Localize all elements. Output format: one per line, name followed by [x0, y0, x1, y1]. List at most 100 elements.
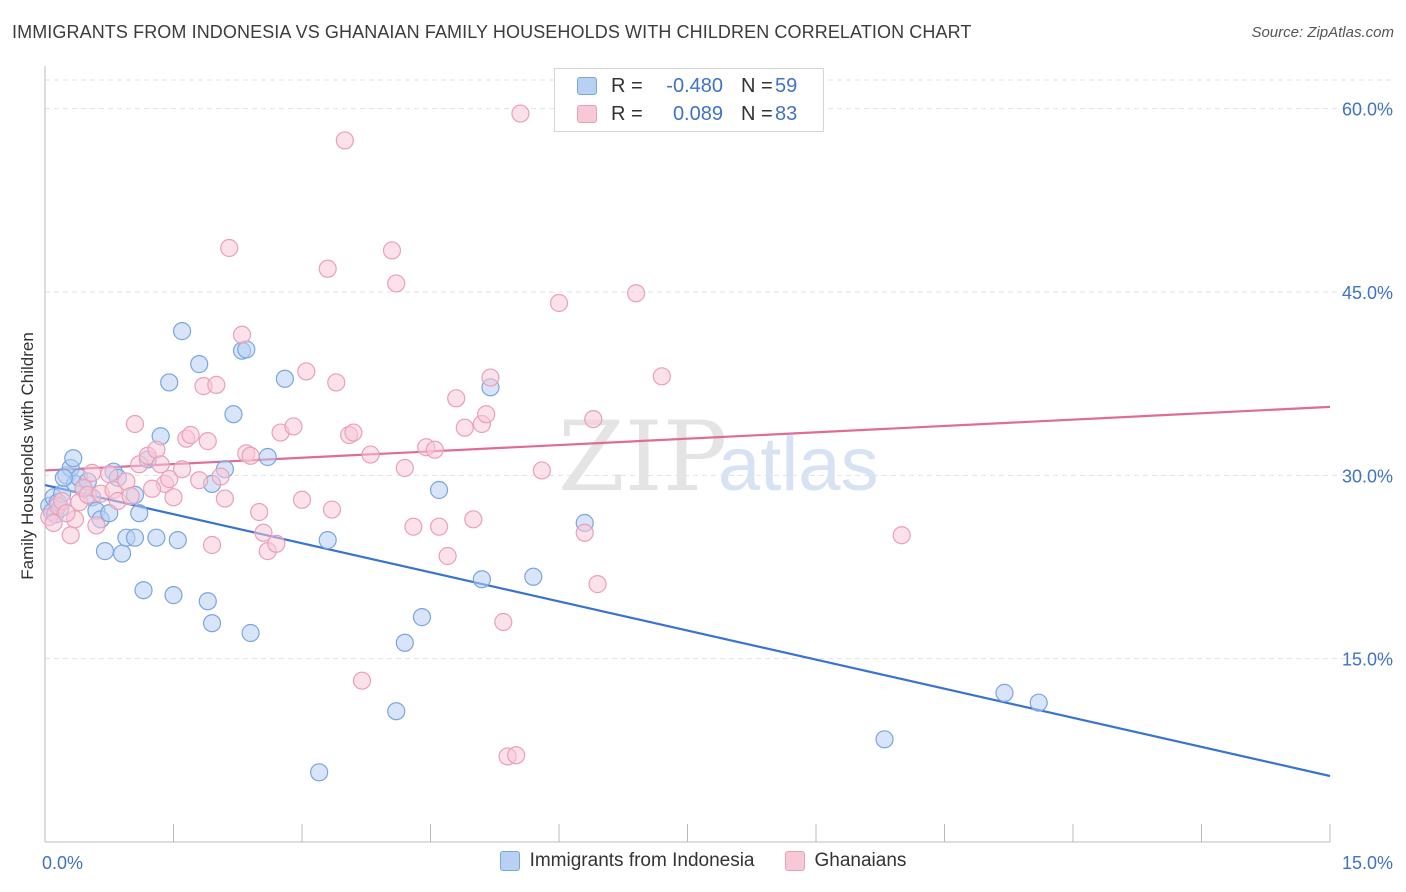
- point-ghanaians: [297, 362, 316, 381]
- series-swatch-indonesia: [499, 851, 520, 871]
- point-ghanaians: [511, 104, 530, 123]
- series-legend-indonesia: Immigrants from Indonesia: [499, 850, 755, 872]
- y-axis-label: Family Households with Children: [18, 332, 37, 580]
- point-ghanaians: [455, 418, 474, 437]
- point-ghanaians: [220, 238, 239, 258]
- point-ghanaians: [361, 445, 380, 464]
- point-ghanaians: [211, 467, 230, 486]
- legend-r-label: R =: [611, 74, 643, 97]
- point-indonesia: [95, 542, 115, 561]
- point-ghanaians: [352, 671, 372, 690]
- data-points: [40, 104, 1048, 782]
- point-ghanaians: [464, 510, 483, 529]
- stats-legend: R = -0.480 N = 59 R = 0.089 N = 83: [554, 68, 824, 132]
- point-indonesia: [241, 623, 260, 643]
- point-indonesia: [429, 480, 449, 500]
- point-ghanaians: [61, 526, 80, 545]
- point-ghanaians: [387, 274, 406, 293]
- point-ghanaians: [198, 432, 217, 451]
- point-ghanaians: [202, 535, 222, 555]
- point-ghanaians: [160, 469, 179, 489]
- point-indonesia: [275, 369, 294, 388]
- point-ghanaians: [652, 367, 671, 386]
- point-indonesia: [412, 608, 432, 627]
- point-ghanaians: [327, 373, 346, 392]
- legend-n-value: 83: [775, 102, 798, 125]
- x-tick-label: 0.0%: [42, 853, 83, 873]
- point-indonesia: [64, 449, 83, 468]
- point-ghanaians: [57, 504, 76, 523]
- legend-n-label: N =: [741, 74, 773, 97]
- point-ghanaians: [151, 455, 170, 474]
- point-indonesia: [310, 763, 329, 782]
- point-indonesia: [112, 544, 132, 563]
- point-ghanaians: [318, 259, 337, 278]
- point-indonesia: [164, 586, 183, 605]
- point-indonesia: [172, 322, 192, 341]
- tick-labels: 15.0% 30.0% 45.0% 60.0% 0.0% 15.0%: [42, 100, 1393, 873]
- legend-swatch-indonesia: [577, 77, 597, 95]
- point-ghanaians: [584, 410, 603, 429]
- point-indonesia: [202, 614, 222, 633]
- point-ghanaians: [626, 284, 646, 303]
- point-ghanaians: [477, 405, 496, 424]
- series-name-indonesia: Immigrants from Indonesia: [529, 850, 755, 871]
- point-ghanaians: [404, 517, 423, 536]
- point-ghanaians: [125, 414, 145, 434]
- point-indonesia: [160, 373, 179, 392]
- point-ghanaians: [892, 526, 911, 545]
- point-ghanaians: [481, 368, 500, 387]
- point-ghanaians: [575, 523, 594, 542]
- point-ghanaians: [335, 131, 354, 150]
- point-indonesia: [168, 531, 187, 550]
- axes: [44, 66, 1331, 843]
- point-ghanaians: [254, 523, 273, 542]
- point-ghanaians: [494, 612, 513, 632]
- point-ghanaians: [284, 417, 303, 436]
- y-tick-label: 45.0%: [1342, 283, 1393, 303]
- point-indonesia: [147, 528, 166, 547]
- point-ghanaians: [292, 490, 312, 509]
- watermark-atlas: atlas: [718, 422, 879, 507]
- point-ghanaians: [44, 513, 63, 533]
- point-ghanaians: [344, 423, 363, 442]
- chart-source: Source: ZipAtlas.com: [1251, 24, 1394, 41]
- legend-swatch-ghanaians: [577, 105, 597, 123]
- point-indonesia: [258, 447, 277, 467]
- point-ghanaians: [322, 500, 342, 519]
- series-legend-ghanaians: Ghanaians: [784, 850, 907, 872]
- point-ghanaians: [588, 575, 607, 594]
- y-tick-label: 30.0%: [1342, 466, 1393, 486]
- point-indonesia: [224, 405, 243, 424]
- point-ghanaians: [83, 463, 102, 482]
- point-ghanaians: [190, 471, 209, 490]
- point-indonesia: [1029, 693, 1048, 712]
- point-ghanaians: [121, 487, 140, 506]
- series-legend: Immigrants from Indonesia Ghanaians: [0, 850, 1406, 872]
- point-ghanaians: [215, 489, 234, 508]
- legend-r-value: 0.089: [672, 102, 723, 125]
- trend-line-indonesia: [44, 484, 1331, 778]
- point-indonesia: [54, 468, 73, 487]
- point-indonesia: [524, 567, 543, 586]
- point-ghanaians: [532, 461, 551, 480]
- point-ghanaians: [549, 293, 569, 313]
- point-indonesia: [995, 683, 1014, 702]
- point-indonesia: [134, 581, 153, 600]
- y-tick-label: 15.0%: [1342, 650, 1393, 670]
- point-ghanaians: [172, 460, 192, 479]
- point-indonesia: [387, 702, 406, 721]
- legend-n-value: 59: [775, 74, 798, 97]
- legend-row-indonesia: R = -0.480 N = 59: [577, 73, 797, 99]
- legend-row-ghanaians: R = 0.089 N = 83: [577, 101, 797, 127]
- point-ghanaians: [267, 534, 286, 553]
- point-ghanaians: [142, 479, 162, 498]
- series-swatch-ghanaians: [784, 851, 805, 871]
- series-name-ghanaians: Ghanaians: [814, 850, 907, 871]
- legend-r-value: -0.480: [666, 74, 723, 97]
- point-ghanaians: [87, 516, 106, 535]
- point-ghanaians: [207, 375, 226, 394]
- point-ghanaians: [438, 546, 457, 566]
- chart-title: IMMIGRANTS FROM INDONESIA VS GHANAIAN FA…: [12, 22, 972, 42]
